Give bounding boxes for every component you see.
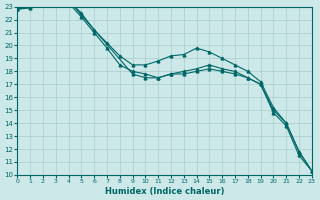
X-axis label: Humidex (Indice chaleur): Humidex (Indice chaleur) xyxy=(105,187,224,196)
